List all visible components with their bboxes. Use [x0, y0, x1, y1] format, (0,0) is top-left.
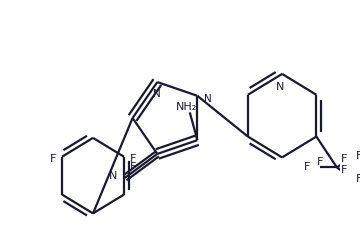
- Text: F: F: [341, 165, 347, 176]
- Text: F: F: [356, 150, 360, 161]
- Text: F: F: [341, 154, 347, 164]
- Text: N: N: [276, 82, 284, 92]
- Text: F: F: [50, 154, 57, 164]
- Text: N: N: [204, 94, 212, 104]
- Text: F: F: [130, 162, 136, 172]
- Text: F: F: [356, 174, 360, 184]
- Text: N: N: [109, 171, 117, 181]
- Text: F: F: [318, 157, 324, 167]
- Text: F: F: [130, 154, 136, 164]
- Text: F: F: [304, 162, 311, 172]
- Text: N: N: [153, 89, 161, 99]
- Text: NH₂: NH₂: [175, 102, 197, 112]
